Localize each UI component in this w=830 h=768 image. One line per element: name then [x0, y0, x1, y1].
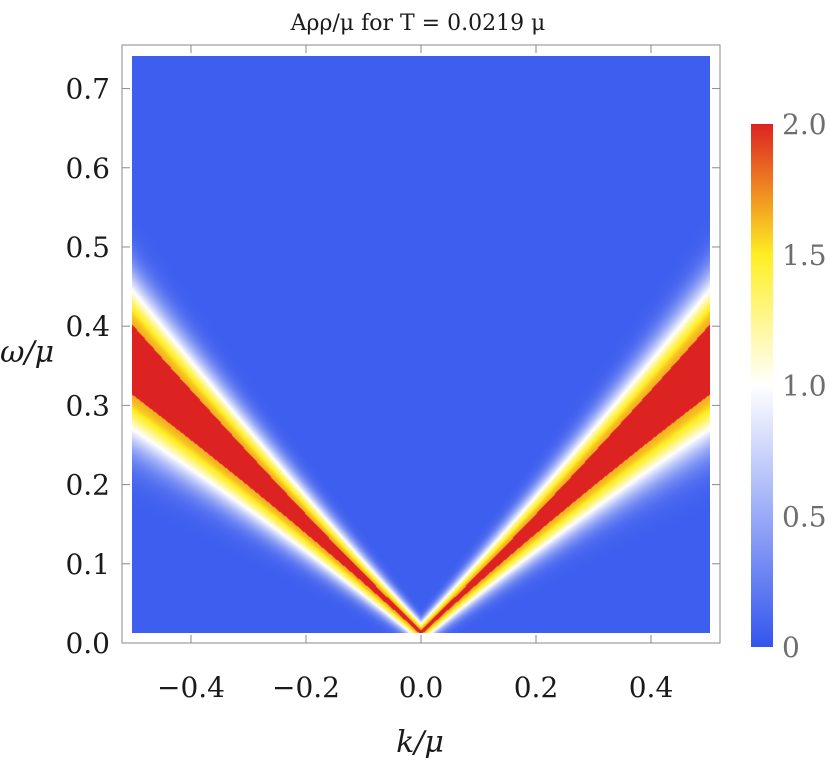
x-axis-ticks: −0.4 −0.2 0.0 0.2 0.4 — [157, 45, 673, 704]
y-tick-label: 0.5 — [65, 231, 110, 264]
x-tick-label: 0.4 — [629, 671, 674, 704]
y-tick-label: 0.2 — [65, 469, 110, 502]
x-tick-label: −0.2 — [272, 671, 340, 704]
colorbar-tick-label: 2.0 — [782, 108, 827, 141]
x-tick-label: 0.2 — [514, 671, 559, 704]
y-tick-label: 0.7 — [65, 73, 110, 106]
y-tick-label: 0.4 — [65, 310, 110, 343]
colorbar-tick-label: 1.5 — [782, 239, 827, 272]
heatmap-field — [132, 56, 710, 633]
colorbar-tick-label: 0.5 — [782, 500, 827, 533]
y-tick-label: 0.6 — [65, 152, 110, 185]
colorbar-tick-label: 0 — [782, 631, 800, 664]
y-axis-title: ω/μ — [0, 335, 54, 370]
y-axis-ticks: 0.0 0.1 0.2 0.3 0.4 0.5 0.6 0.7 — [65, 73, 720, 660]
x-tick-label: 0.0 — [399, 671, 444, 704]
x-tick-label: −0.4 — [157, 671, 225, 704]
plot-title: Aρρ/μ for T = 0.0219 μ — [290, 11, 546, 36]
y-tick-label: 0.3 — [65, 389, 110, 422]
y-tick-label: 0.0 — [65, 627, 110, 660]
heatmap-field-container — [132, 56, 710, 633]
x-axis-title: k/μ — [396, 725, 444, 760]
colorbar-tick-label: 1.0 — [782, 370, 827, 403]
y-tick-label: 0.1 — [65, 548, 110, 581]
colorbar — [751, 124, 773, 647]
colorbar-ticks: 0 0.5 1.0 1.5 2.0 — [782, 108, 827, 664]
